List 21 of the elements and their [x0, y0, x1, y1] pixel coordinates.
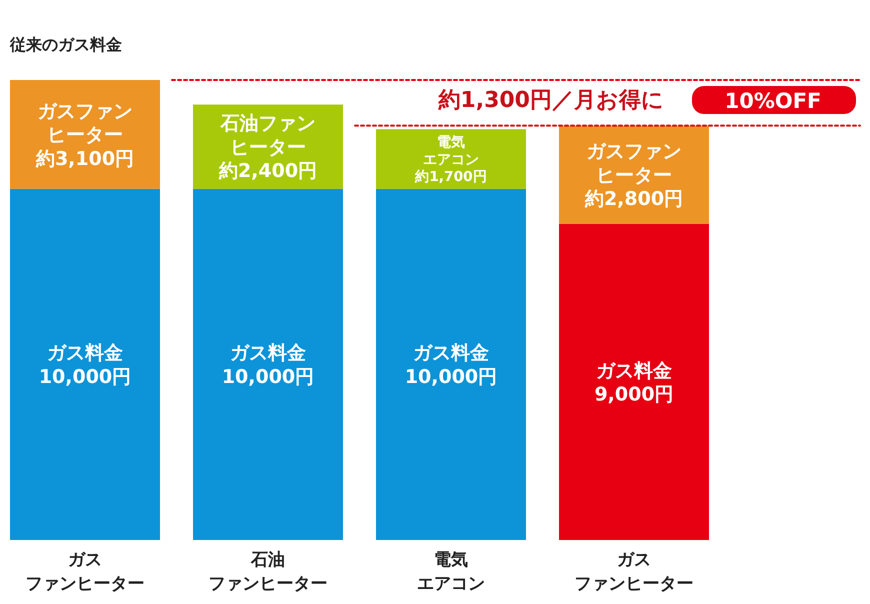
- data-label: ガス料金10,000円: [38, 342, 132, 388]
- data-label: ガスファンヒーター約2,800円: [584, 140, 684, 210]
- bar: [559, 224, 709, 540]
- data-label: ガス料金9,000円: [594, 360, 674, 406]
- chart-title: 従来のガス料金: [9, 35, 122, 54]
- bar: [10, 188, 160, 540]
- bar: [376, 129, 526, 189]
- x-tick-label: ガスファンヒーター: [574, 550, 694, 594]
- data-label: ガス料金10,000円: [404, 342, 498, 388]
- data-label: 電気エアコン約1,700円: [414, 134, 487, 186]
- bar: [376, 188, 526, 540]
- data-label: ガスファンヒーター約3,100円: [34, 100, 134, 170]
- x-tick-label: 電気エアコン: [417, 550, 485, 594]
- x-tick-label: ガスファンヒーター: [26, 550, 144, 594]
- annotation: 約1,300円／月お得に: [437, 88, 664, 113]
- annotation: 10%OFF: [724, 89, 822, 113]
- x-tick-label: 石油ファンヒーター: [208, 550, 328, 594]
- data-label: ガス料金10,000円: [222, 342, 314, 388]
- data-label: 石油ファンヒーター約2,400円: [218, 112, 318, 182]
- bar: [10, 80, 160, 189]
- bar: [193, 188, 343, 540]
